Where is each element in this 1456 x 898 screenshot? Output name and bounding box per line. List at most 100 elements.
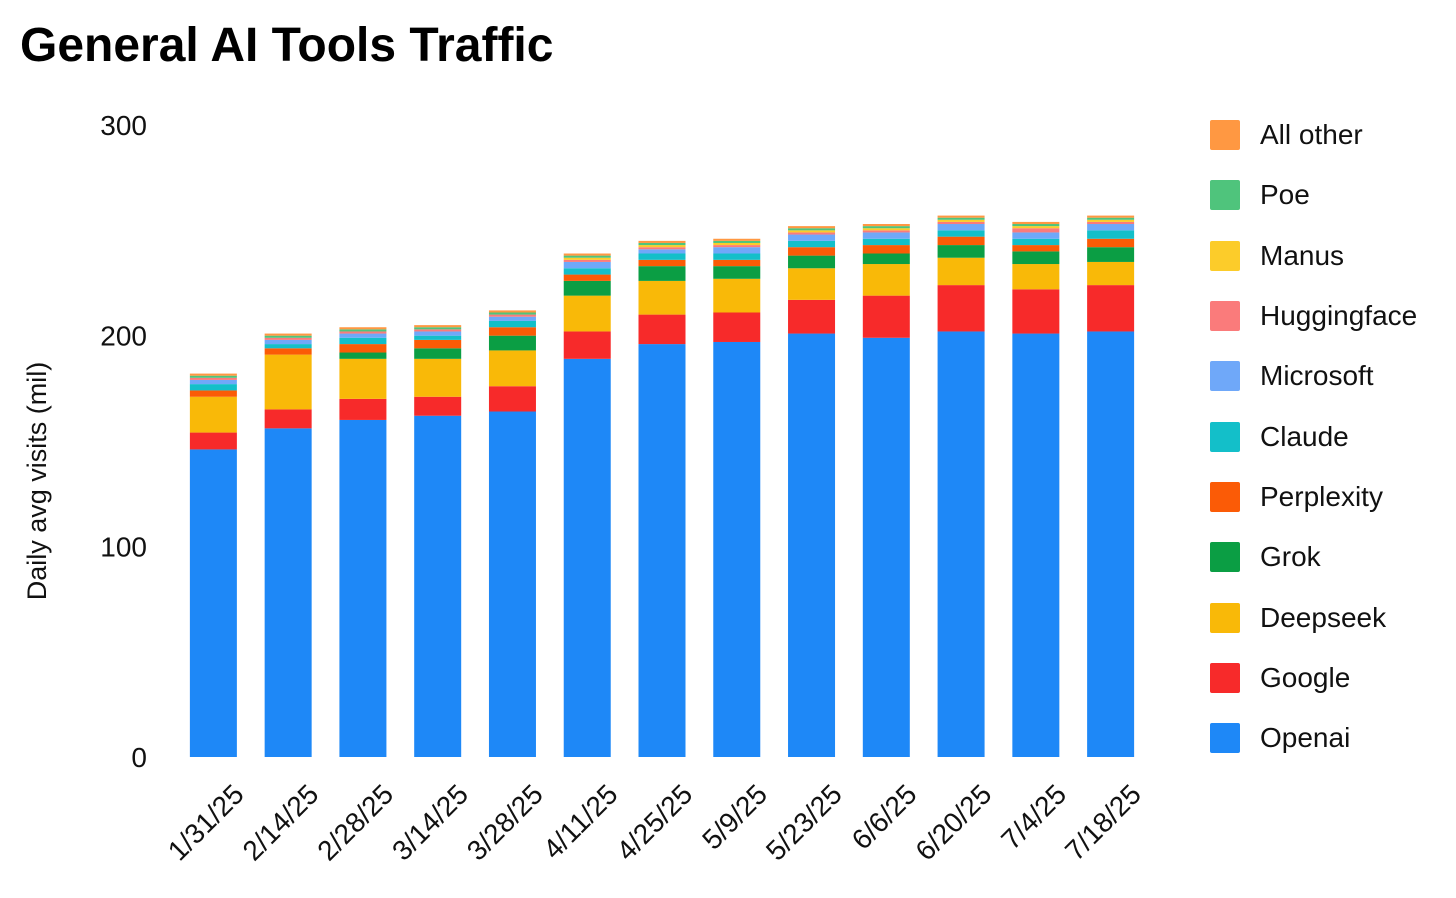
legend-swatch <box>1210 421 1240 452</box>
y-axis-title: Daily avg visits (mil) <box>22 362 52 601</box>
bar-segment-all-other <box>638 240 686 243</box>
bar-segment-perplexity <box>414 339 462 349</box>
bar-segment-grok <box>862 253 910 265</box>
legend-label: Grok <box>1260 541 1321 573</box>
legend-item[interactable]: Google <box>1210 648 1417 708</box>
bar-segment-claude <box>937 230 985 237</box>
bar-segment-microsoft <box>488 316 536 321</box>
bar-stack <box>1087 215 1135 757</box>
bar-segment-claude <box>862 238 910 246</box>
bar-segment-claude <box>1012 238 1060 246</box>
bar-segment-microsoft <box>189 379 237 385</box>
bar-segment-grok <box>1087 247 1135 262</box>
bar-segment-grok <box>339 352 387 359</box>
legend-label: Huggingface <box>1260 300 1418 332</box>
bar-segment-claude <box>414 335 462 340</box>
bar-segment-microsoft <box>339 333 387 338</box>
bar-segment-all-other <box>264 333 312 336</box>
bar-segment-openai <box>1012 333 1060 757</box>
bar-segment-huggingface <box>713 245 761 248</box>
bar-segment-google <box>862 295 910 338</box>
bar-segment-openai <box>862 337 910 757</box>
bar-segment-openai <box>638 344 686 757</box>
bar-segment-all-other <box>713 238 761 241</box>
bar-segment-manus <box>1012 226 1060 229</box>
legend-swatch <box>1210 481 1240 512</box>
bar-segment-manus <box>713 242 761 246</box>
bar-segment-microsoft <box>1087 224 1135 231</box>
legend-label: Google <box>1260 661 1351 693</box>
bar-segment-deepseek <box>1087 261 1135 286</box>
bar-segment-all-other <box>563 253 611 256</box>
bar-segment-perplexity <box>563 274 611 281</box>
bar-stack <box>488 310 536 757</box>
bar-segment-microsoft <box>638 249 686 254</box>
legend-item[interactable]: All other <box>1210 105 1417 165</box>
bar-segment-google <box>788 299 836 334</box>
bar-segment-manus <box>862 228 910 231</box>
legend-swatch <box>1210 120 1240 151</box>
legend-item[interactable]: Poe <box>1210 165 1417 225</box>
bar-segment-deepseek <box>339 358 387 399</box>
bar-segment-poe <box>1087 217 1135 220</box>
x-axis-ticks: 1/31/252/14/252/28/253/14/253/28/254/11/… <box>162 778 1147 866</box>
legend-item[interactable]: Manus <box>1210 226 1417 286</box>
bar-segment-poe <box>264 335 312 338</box>
bar-segment-huggingface <box>937 221 985 225</box>
bar-segment-poe <box>862 226 910 229</box>
legend-label: Deepseek <box>1260 601 1387 633</box>
legend-item[interactable]: Huggingface <box>1210 286 1417 346</box>
legend-item[interactable]: Microsoft <box>1210 346 1417 406</box>
x-tick-label: 1/31/25 <box>162 778 250 866</box>
bar-segment-perplexity <box>713 259 761 267</box>
bar-segment-openai <box>264 428 312 757</box>
bar-segment-openai <box>414 415 462 757</box>
legend-swatch <box>1210 542 1240 573</box>
bar-stack <box>638 240 686 757</box>
legend-label: Manus <box>1260 239 1345 271</box>
bar-segment-google <box>713 312 761 342</box>
bar-segment-all-other <box>488 310 536 313</box>
bar-segment-openai <box>1087 331 1135 757</box>
x-tick-label: 4/11/25 <box>537 778 624 865</box>
bar-segment-perplexity <box>488 327 536 336</box>
bar-segment-poe <box>937 217 985 220</box>
bar-segment-manus <box>563 257 611 260</box>
x-tick-label: 6/20/25 <box>909 778 997 866</box>
bar-stack <box>788 226 836 757</box>
bar-segment-perplexity <box>862 245 910 254</box>
bar-segment-all-other <box>1012 221 1060 225</box>
legend-item[interactable]: Perplexity <box>1210 467 1417 527</box>
legend-item[interactable]: Claude <box>1210 406 1417 466</box>
bar-segment-perplexity <box>937 236 985 246</box>
bar-segment-poe <box>1012 224 1060 227</box>
bar-segment-perplexity <box>788 247 836 256</box>
bar-segment-deepseek <box>862 264 910 296</box>
bar-segment-deepseek <box>488 350 536 387</box>
bar-segment-google <box>488 386 536 412</box>
bar-stack <box>862 224 910 757</box>
bar-segment-manus <box>788 230 836 233</box>
bar-segment-poe <box>788 228 836 231</box>
legend-label: All other <box>1260 119 1363 151</box>
bar-segment-huggingface <box>862 230 910 233</box>
bar-segment-grok <box>414 348 462 359</box>
bar-segment-deepseek <box>713 278 761 313</box>
bar-stacks <box>189 215 1135 757</box>
bar-segment-grok <box>1012 251 1060 265</box>
bar-segment-microsoft <box>862 232 910 239</box>
bar-segment-huggingface <box>788 232 836 235</box>
bar-segment-claude <box>563 268 611 275</box>
bar-segment-microsoft <box>713 247 761 254</box>
bar-segment-perplexity <box>264 348 312 355</box>
legend-item[interactable]: Deepseek <box>1210 587 1417 647</box>
legend-item[interactable]: Openai <box>1210 708 1417 768</box>
bar-segment-grok <box>563 280 611 296</box>
bar-stack <box>189 373 237 757</box>
legend-label: Perplexity <box>1260 480 1383 512</box>
bar-segment-deepseek <box>937 257 985 286</box>
bar-segment-grok <box>937 245 985 258</box>
legend-label: Poe <box>1260 179 1310 211</box>
legend-item[interactable]: Grok <box>1210 527 1417 587</box>
